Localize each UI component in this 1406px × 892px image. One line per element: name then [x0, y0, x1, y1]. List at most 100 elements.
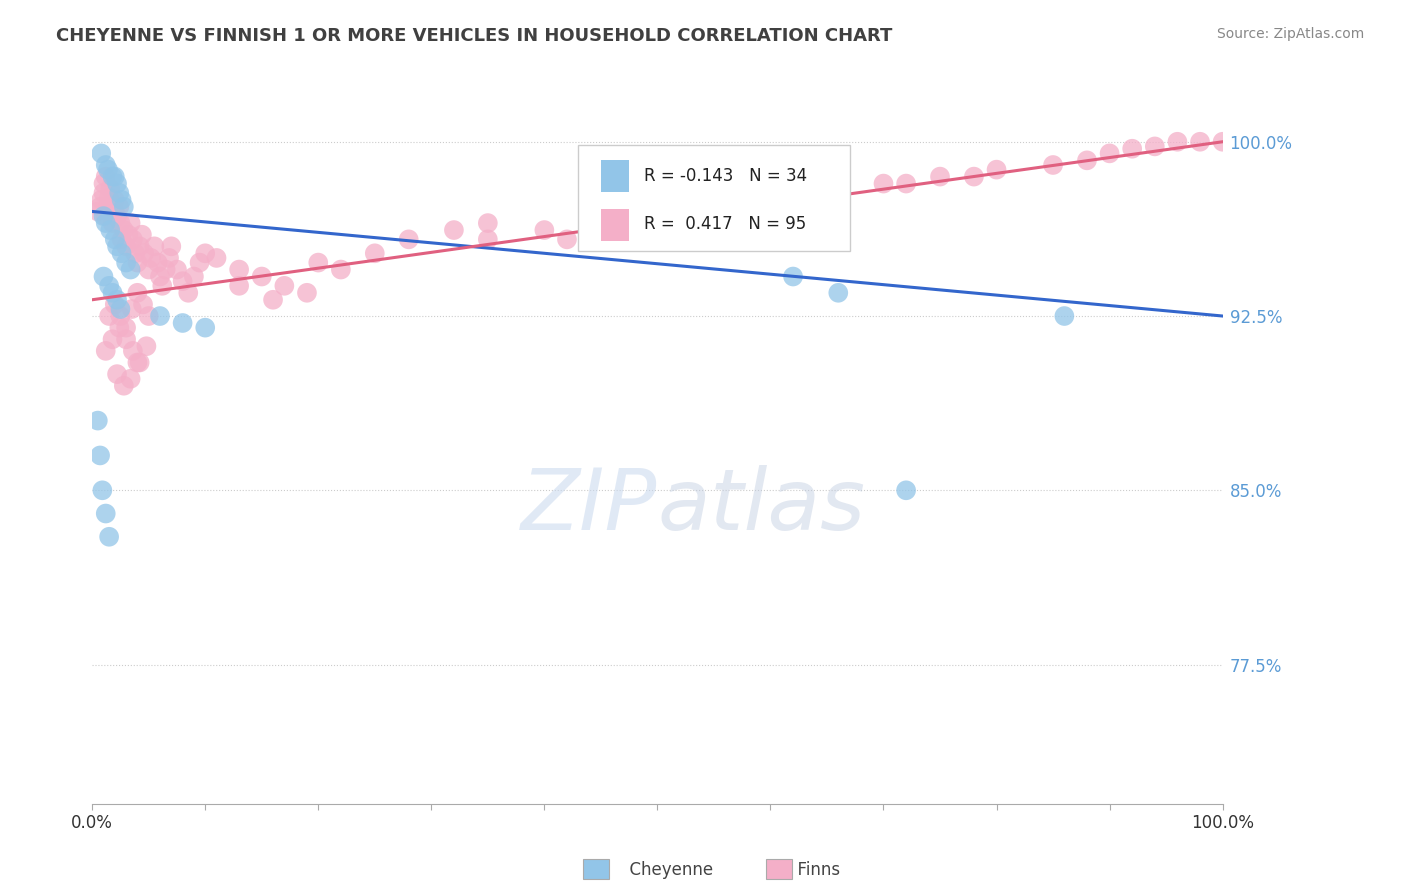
- Point: [93, 177, 115, 191]
- Point: [90, 146, 112, 161]
- Point: [127, 355, 149, 369]
- Point: [124, 246, 146, 260]
- Point: [97, 162, 120, 177]
- Point: [146, 255, 169, 269]
- Point: [443, 223, 465, 237]
- Point: [97, 200, 120, 214]
- Point: [117, 227, 139, 242]
- Text: ZIP: ZIP: [522, 465, 658, 548]
- Point: [127, 255, 149, 269]
- Point: [98, 278, 121, 293]
- Point: [188, 255, 211, 269]
- Point: [94, 343, 117, 358]
- Point: [98, 223, 121, 237]
- Point: [1166, 135, 1188, 149]
- Text: R = -0.143   N = 34: R = -0.143 N = 34: [644, 167, 807, 185]
- Point: [98, 530, 121, 544]
- Point: [1212, 135, 1234, 149]
- Point: [827, 285, 849, 300]
- Point: [94, 169, 117, 184]
- Point: [398, 232, 420, 246]
- Point: [110, 309, 132, 323]
- Point: [101, 169, 124, 184]
- Point: [759, 186, 782, 200]
- Point: [157, 251, 180, 265]
- Point: [894, 177, 917, 191]
- Point: [155, 262, 177, 277]
- Text: Source: ZipAtlas.com: Source: ZipAtlas.com: [1216, 27, 1364, 41]
- Point: [98, 190, 121, 204]
- Point: [139, 251, 162, 265]
- Point: [228, 278, 250, 293]
- Text: R =  0.417   N = 95: R = 0.417 N = 95: [644, 215, 806, 234]
- Point: [150, 278, 173, 293]
- Point: [101, 332, 124, 346]
- Point: [120, 372, 142, 386]
- Point: [228, 262, 250, 277]
- Point: [89, 200, 111, 214]
- Point: [477, 232, 499, 246]
- Point: [94, 507, 117, 521]
- Point: [782, 269, 804, 284]
- Point: [108, 200, 131, 214]
- Point: [108, 186, 131, 200]
- Point: [149, 309, 172, 323]
- Point: [105, 293, 128, 307]
- Point: [815, 186, 838, 200]
- Point: [127, 285, 149, 300]
- Point: [108, 320, 131, 334]
- Point: [149, 269, 172, 284]
- Point: [94, 209, 117, 223]
- Point: [135, 339, 157, 353]
- Point: [110, 301, 132, 316]
- Point: [110, 216, 132, 230]
- Point: [87, 204, 110, 219]
- Point: [205, 251, 228, 265]
- Point: [104, 193, 127, 207]
- Point: [115, 255, 138, 269]
- Point: [121, 301, 143, 316]
- Point: [112, 223, 135, 237]
- Point: [138, 309, 160, 323]
- FancyBboxPatch shape: [578, 145, 849, 252]
- Point: [110, 193, 132, 207]
- Point: [166, 262, 188, 277]
- Point: [669, 200, 692, 214]
- Point: [1143, 139, 1166, 153]
- Text: CHEYENNE VS FINNISH 1 OR MORE VEHICLES IN HOUSEHOLD CORRELATION CHART: CHEYENNE VS FINNISH 1 OR MORE VEHICLES I…: [56, 27, 893, 45]
- Point: [986, 162, 1008, 177]
- Point: [115, 239, 138, 253]
- FancyBboxPatch shape: [600, 161, 628, 193]
- Point: [110, 246, 132, 260]
- Point: [872, 177, 894, 191]
- Point: [120, 262, 142, 277]
- Point: [138, 262, 160, 277]
- Point: [87, 414, 110, 428]
- Point: [105, 209, 128, 223]
- Point: [94, 216, 117, 230]
- Point: [115, 332, 138, 346]
- Point: [194, 320, 217, 334]
- Point: [89, 449, 111, 463]
- Point: [623, 216, 645, 230]
- Point: [172, 316, 194, 330]
- Point: [262, 293, 284, 307]
- Point: [112, 378, 135, 392]
- Point: [307, 255, 329, 269]
- Point: [172, 274, 194, 288]
- Point: [115, 320, 138, 334]
- Point: [105, 367, 128, 381]
- Point: [120, 216, 142, 230]
- Point: [894, 483, 917, 498]
- Point: [143, 239, 166, 253]
- Point: [122, 232, 145, 246]
- Point: [98, 181, 121, 195]
- Text: atlas: atlas: [658, 465, 866, 548]
- Point: [98, 309, 121, 323]
- Point: [132, 297, 155, 311]
- Point: [177, 285, 200, 300]
- Point: [929, 169, 952, 184]
- Point: [93, 186, 115, 200]
- Point: [104, 232, 127, 246]
- Point: [93, 269, 115, 284]
